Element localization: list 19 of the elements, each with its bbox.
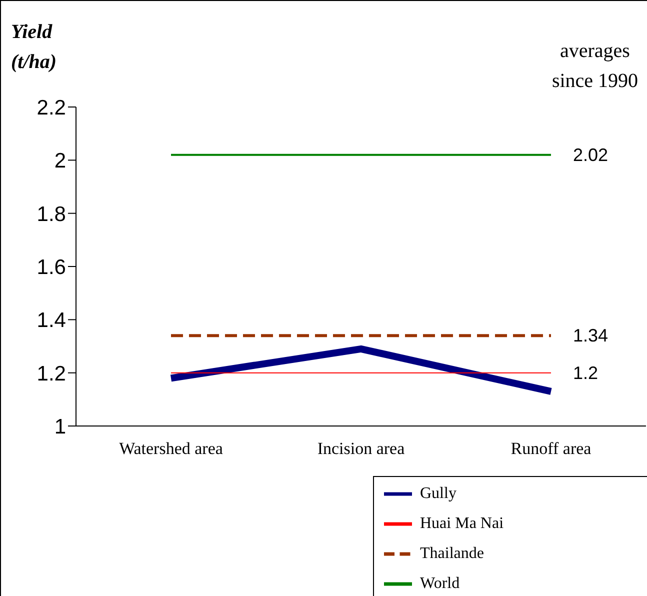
y-tick-label: 1.6 bbox=[36, 256, 66, 279]
legend-label: Thailande bbox=[420, 545, 484, 562]
legend-label: Huai Ma Nai bbox=[420, 515, 504, 532]
y-tick-label: 1.2 bbox=[36, 362, 66, 386]
data-label: 1.34 bbox=[573, 326, 608, 346]
data-label: 1.2 bbox=[573, 362, 598, 383]
legend-label: World bbox=[420, 575, 460, 592]
text: averages since 1990 bbox=[550, 39, 640, 94]
data-label: 2.02 bbox=[573, 144, 608, 165]
x-tick-label: Runoff area bbox=[510, 439, 592, 458]
y-tick-label: 1.8 bbox=[36, 202, 66, 226]
y-tick-label: 2 bbox=[54, 150, 66, 173]
y-tick-label: 1.4 bbox=[36, 309, 66, 332]
y-tick-label: 1 bbox=[54, 415, 66, 438]
x-tick-label: Incision area bbox=[317, 439, 406, 458]
x-tick-label: Watershed area bbox=[119, 439, 224, 458]
y-tick-label: 2.2 bbox=[36, 96, 66, 120]
legend-label: Gully bbox=[420, 485, 456, 502]
y-axis-title: Yield (t/ha) bbox=[11, 20, 58, 75]
